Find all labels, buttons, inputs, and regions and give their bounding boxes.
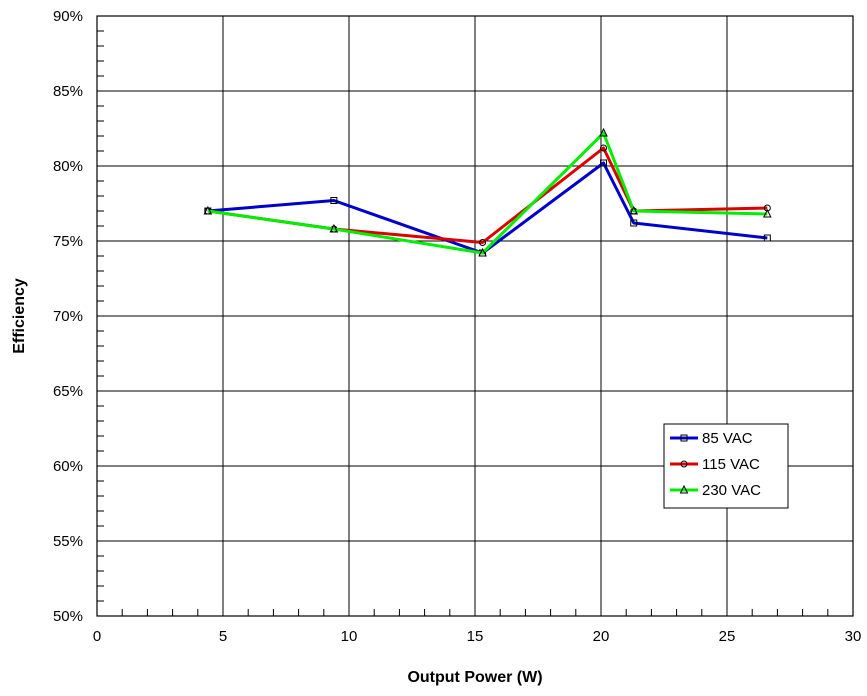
legend-label: 85 VAC (702, 430, 753, 447)
data-point (763, 208, 772, 218)
y-tick-label: 55% (53, 533, 83, 550)
x-tick-label: 15 (467, 628, 484, 645)
x-tick-label: 30 (845, 628, 862, 645)
x-tick-label: 20 (593, 628, 610, 645)
y-tick-label: 65% (53, 383, 83, 400)
data-series (203, 127, 772, 257)
legend-label: 115 VAC (702, 456, 760, 473)
x-tick-label: 0 (93, 628, 101, 645)
legend-marker (679, 484, 689, 494)
minor-ticks (97, 30, 829, 616)
y-tick-label: 80% (53, 158, 83, 175)
data-point (763, 234, 771, 242)
y-tick-label: 50% (53, 608, 83, 625)
legend: 85 VAC 115 VAC 230 VAC (663, 423, 789, 509)
data-point (329, 223, 339, 233)
plot-frame (96, 15, 854, 617)
data-point (479, 239, 487, 246)
data-point (203, 205, 213, 215)
x-tick-label: 10 (341, 628, 358, 645)
legend-label: 230 VAC (702, 482, 761, 499)
x-tick-labels: 0 5 10 15 20 25 30 (93, 628, 862, 645)
y-tick-label: 75% (53, 233, 83, 250)
y-tick-label: 90% (53, 8, 83, 25)
data-point (600, 159, 608, 167)
y-tick-label: 85% (53, 83, 83, 100)
x-axis-title: Output Power (W) (407, 669, 542, 686)
data-point (600, 144, 608, 152)
series-line (207, 161, 768, 255)
y-axis-title: Efficiency (11, 278, 28, 354)
data-point (599, 127, 608, 137)
data-point (478, 247, 487, 257)
data-point (629, 205, 639, 215)
data-point (330, 197, 338, 204)
x-tick-label: 25 (719, 628, 736, 645)
legend-marker (680, 434, 688, 442)
y-tick-label: 70% (53, 308, 83, 325)
y-tick-label: 60% (53, 458, 83, 475)
y-tick-labels: 50% 55% 60% 65% 70% 75% 80% 85% 90% (53, 8, 83, 625)
legend-marker (680, 460, 688, 468)
data-point (630, 219, 638, 227)
x-tick-label: 5 (219, 628, 227, 645)
series-line (207, 131, 768, 255)
